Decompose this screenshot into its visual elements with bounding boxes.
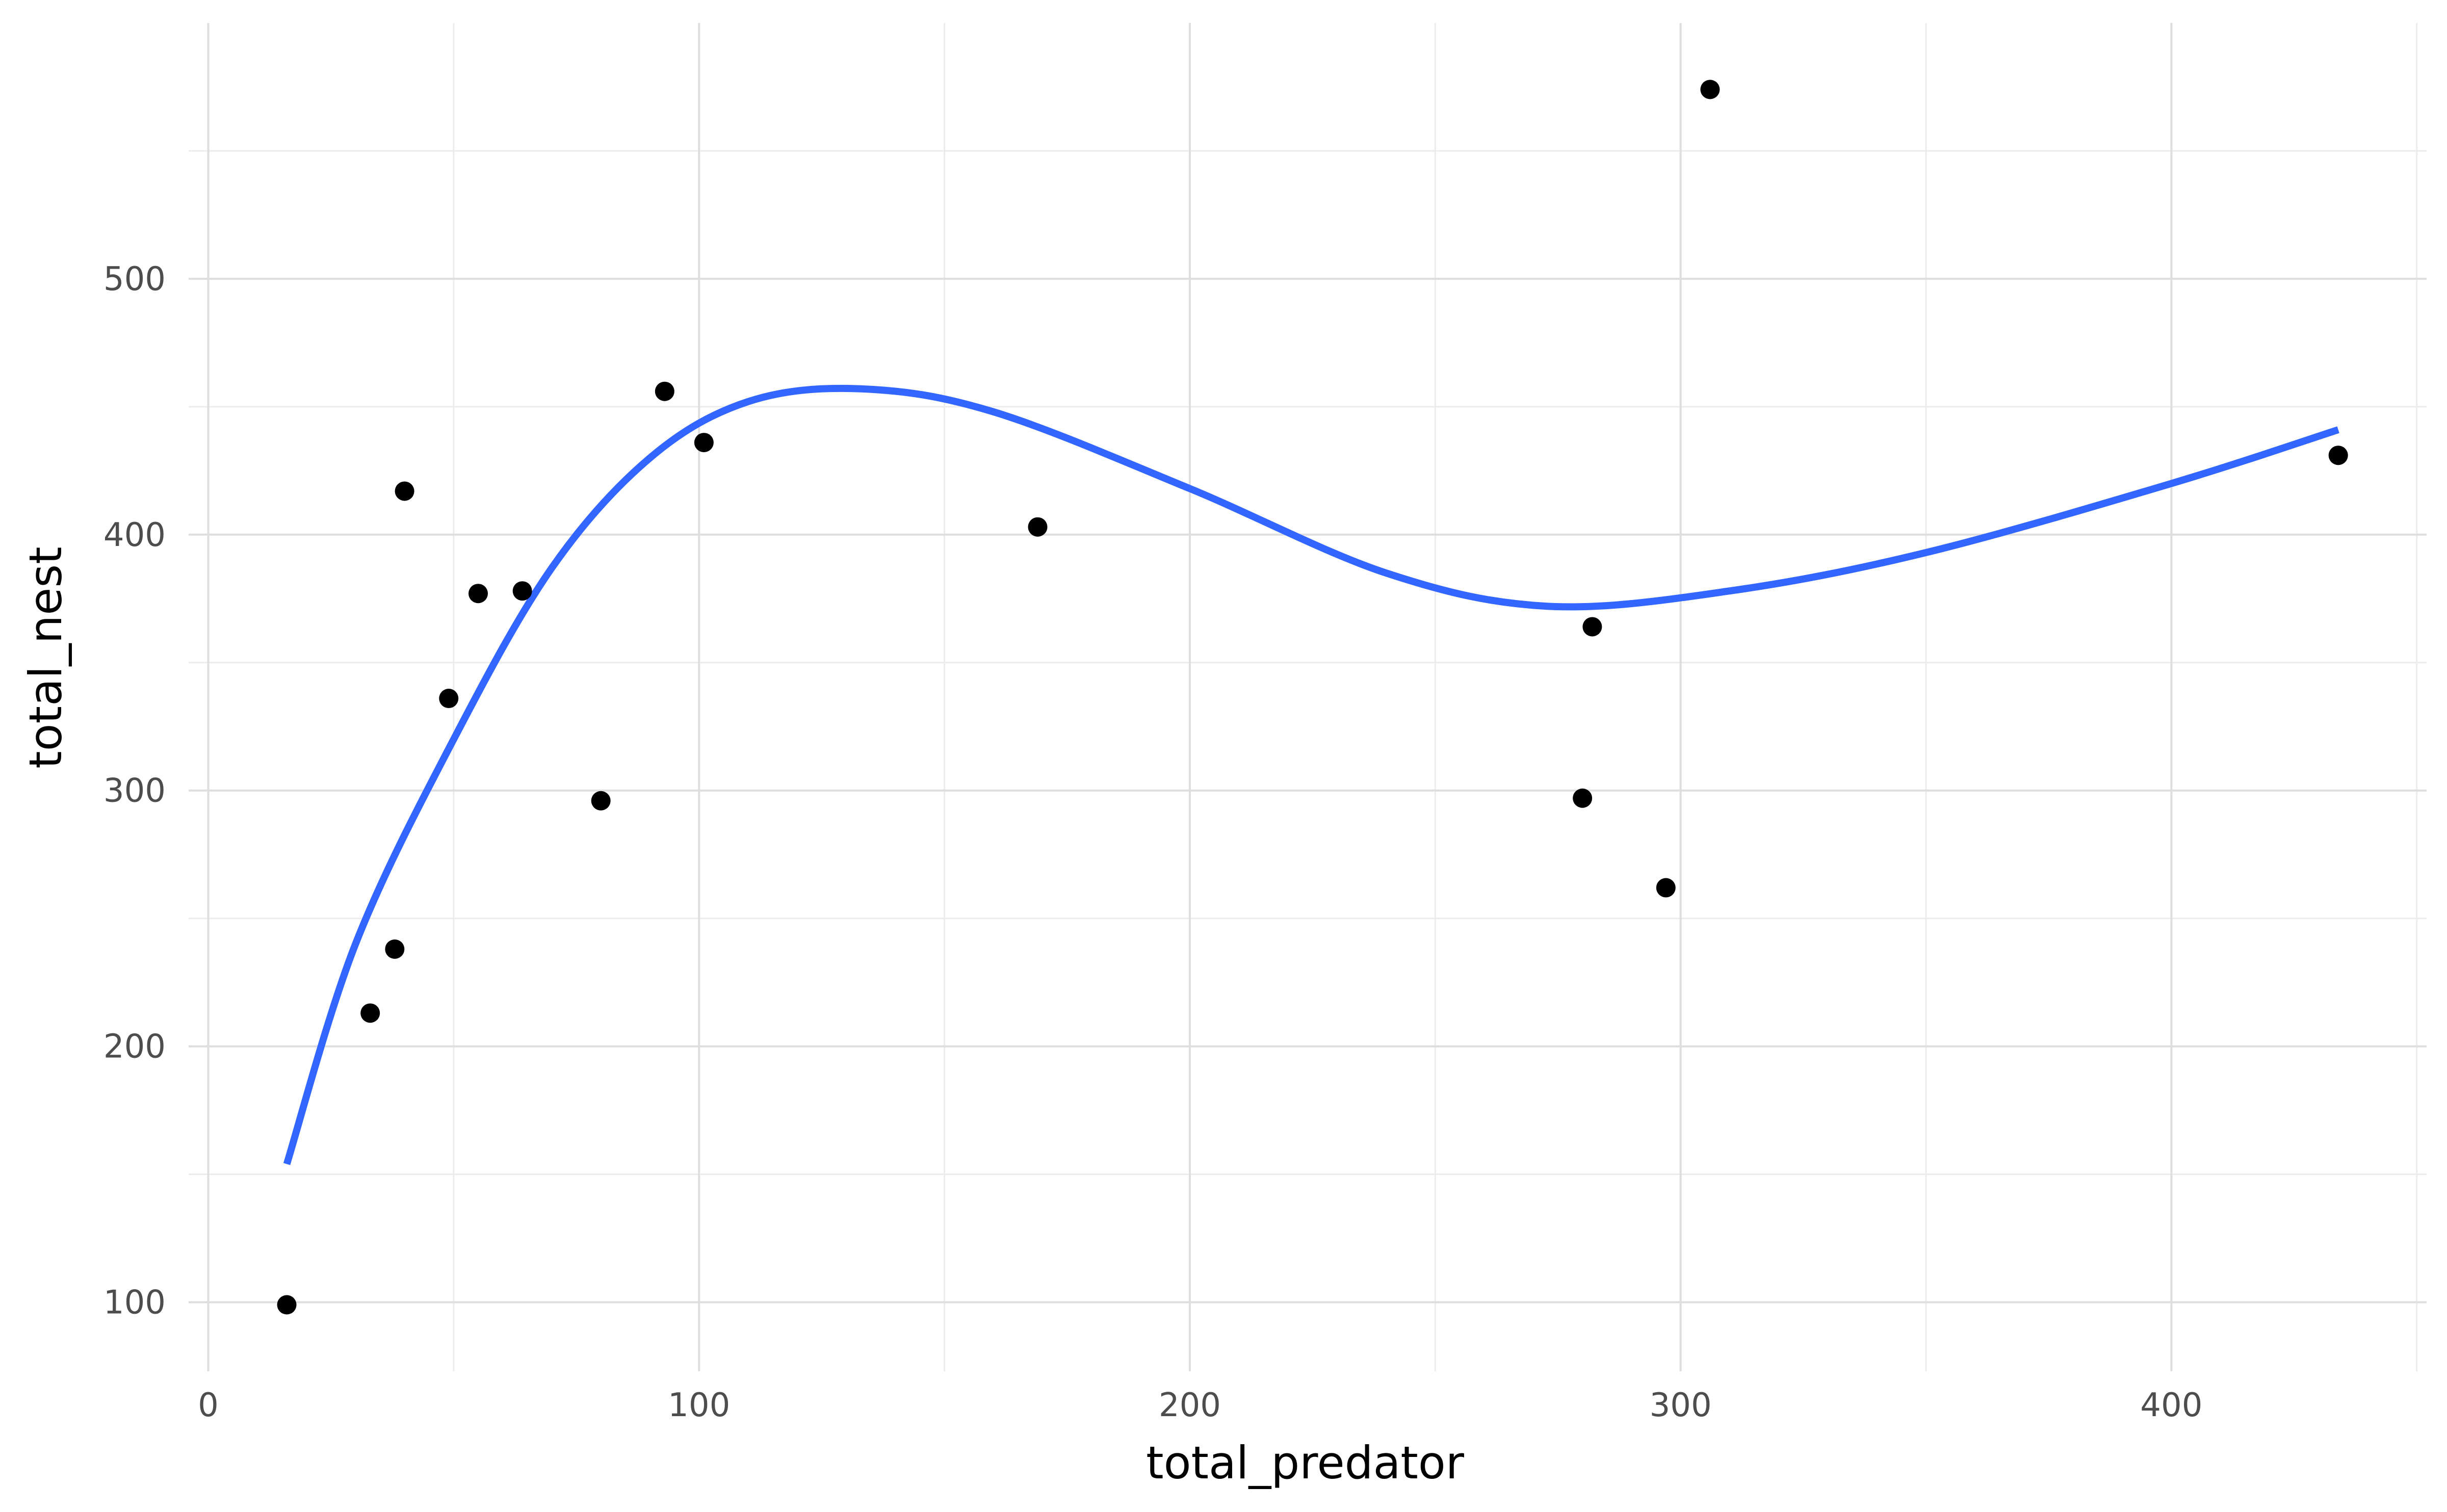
y-tick-label: 400	[103, 516, 166, 554]
x-tick-label: 0	[198, 1387, 219, 1424]
data-point	[1573, 788, 1593, 808]
data-point	[277, 1295, 297, 1315]
x-tick-label: 300	[1650, 1387, 1712, 1424]
data-point	[694, 433, 714, 453]
data-point	[439, 689, 459, 709]
data-point	[1582, 617, 1602, 637]
minor-gridlines	[189, 23, 2427, 1371]
data-point	[395, 481, 414, 501]
y-tick-label: 200	[103, 1028, 166, 1066]
smooth-trend-line	[283, 384, 2339, 1165]
data-point	[1656, 878, 1676, 898]
x-tick-label: 200	[1159, 1387, 1221, 1424]
y-axis-tick-labels: 100 200 300 400 500	[103, 260, 166, 1322]
data-point	[512, 581, 532, 601]
data-point	[468, 584, 488, 604]
data-point	[591, 791, 611, 811]
y-tick-label: 100	[103, 1284, 166, 1321]
smooth-layer	[283, 384, 2339, 1165]
x-tick-label: 100	[668, 1387, 730, 1424]
data-point	[655, 381, 674, 401]
data-point	[385, 939, 405, 959]
data-point	[1700, 80, 1720, 99]
y-axis-title: total_nest	[19, 546, 72, 769]
x-axis-tick-labels: 0 100 200 300 400	[198, 1387, 2202, 1424]
data-point	[1028, 517, 1048, 537]
x-tick-label: 400	[2140, 1387, 2202, 1424]
y-tick-label: 500	[103, 260, 166, 298]
x-axis-title: total_predator	[1146, 1437, 1465, 1489]
data-point	[360, 1003, 380, 1023]
points-layer	[277, 80, 2348, 1315]
y-tick-label: 300	[103, 772, 166, 810]
data-point	[2328, 446, 2348, 465]
major-gridlines	[189, 23, 2427, 1371]
